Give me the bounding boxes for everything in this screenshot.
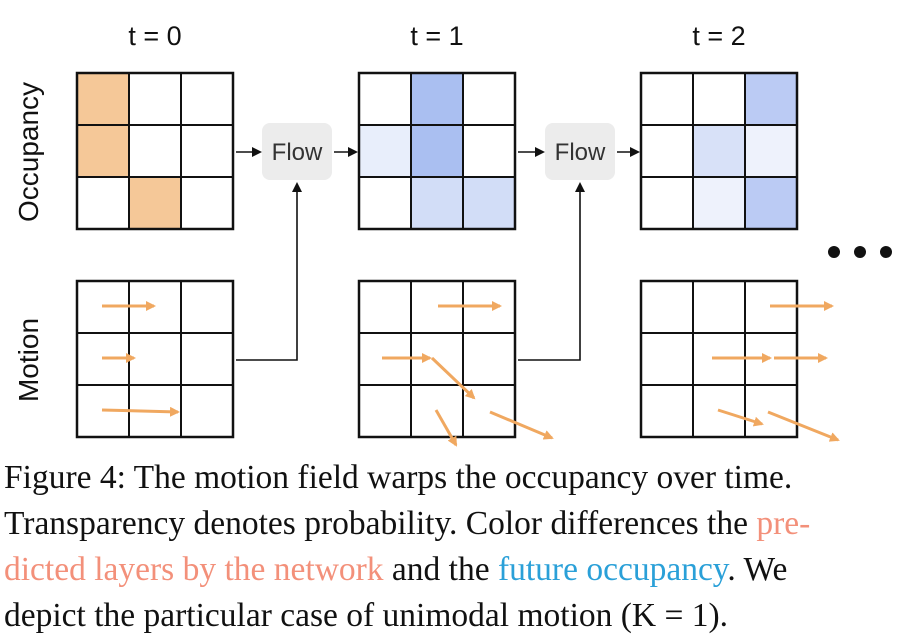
- caption-text: and the: [383, 551, 498, 588]
- occupancy-grid-t2: [639, 71, 799, 231]
- grid-cell: [180, 72, 234, 126]
- caption-text: . We: [727, 551, 788, 588]
- motion-arrows-t1: [382, 301, 554, 447]
- occupancy-grid-t1: [357, 71, 517, 231]
- flow-label-1: Flow: [272, 139, 323, 166]
- grid-cell: [180, 176, 234, 230]
- grid-cell: [410, 176, 464, 230]
- grid-cell: [180, 280, 234, 334]
- caption-predicted-text: dicted layers by the network: [4, 551, 384, 588]
- arrow-motion0-to-flow1: [236, 182, 302, 361]
- ellipsis-dots: [828, 246, 892, 258]
- grid-cell: [692, 176, 746, 230]
- grid-border: [75, 279, 235, 439]
- grid-cell: [640, 72, 694, 126]
- grid-cell: [128, 176, 182, 230]
- grid-cell: [358, 72, 412, 126]
- grid-cell: [180, 332, 234, 386]
- connector-arrows: [236, 147, 640, 361]
- grid-cell: [744, 124, 798, 178]
- motion-arrows-t2: [712, 301, 840, 442]
- grid-cell: [692, 72, 746, 126]
- grid-cell: [358, 280, 412, 334]
- grid-cell: [462, 72, 516, 126]
- grid-cell: [462, 332, 516, 386]
- grid-border: [75, 71, 235, 231]
- grid-cell: [640, 176, 694, 230]
- caption-line-3: dicted layers by the network and the fut…: [4, 547, 904, 593]
- motion-arrow: [717, 408, 764, 427]
- row-label-occupancy: Occupancy: [13, 82, 44, 222]
- time-label-1: t = 1: [410, 21, 463, 51]
- motion-arrow: [430, 356, 476, 400]
- arrow-motion1-to-flow2: [518, 182, 585, 361]
- grid-cell: [640, 124, 694, 178]
- flow-label-2: Flow: [555, 139, 606, 166]
- grid-cell: [76, 124, 130, 178]
- motion-arrow: [489, 410, 554, 440]
- grid-cell: [744, 176, 798, 230]
- caption-future-text: future occupancy: [497, 551, 728, 588]
- motion-occupancy-diagram: t = 0 t = 1 t = 2 Occupancy Motion Flow …: [13, 21, 892, 447]
- grid-cell: [358, 176, 412, 230]
- grid-cell: [180, 124, 234, 178]
- grid-cell: [128, 72, 182, 126]
- row-label-motion: Motion: [13, 318, 44, 402]
- grid-cell: [128, 124, 182, 178]
- grid-cell: [462, 176, 516, 230]
- flow-box-2: Flow: [545, 123, 615, 180]
- caption-predicted-text: pre-: [756, 505, 811, 542]
- grid-border: [639, 71, 799, 231]
- motion-arrow: [434, 409, 458, 447]
- grid-cell: [640, 332, 694, 386]
- grid-cell: [410, 124, 464, 178]
- grid-cell: [76, 72, 130, 126]
- grid-cell: [180, 384, 234, 438]
- grid-cell: [744, 384, 798, 438]
- grid-cell: [692, 124, 746, 178]
- time-label-2: t = 2: [692, 21, 745, 51]
- grid-cell: [640, 384, 694, 438]
- grid-cell: [692, 280, 746, 334]
- occupancy-grid-t0: [75, 71, 235, 231]
- grid-border: [357, 71, 517, 231]
- time-label-0: t = 0: [128, 21, 181, 51]
- motion-arrows-t0: [101, 301, 180, 417]
- grid-cell: [744, 72, 798, 126]
- grid-cell: [462, 384, 516, 438]
- motion-arrow: [767, 410, 840, 442]
- grid-cell: [410, 72, 464, 126]
- caption-line-2: Transparency denotes probability. Color …: [4, 501, 904, 547]
- grid-cell: [462, 124, 516, 178]
- grid-cell: [76, 176, 130, 230]
- grid-border: [357, 279, 517, 439]
- grid-cell: [358, 384, 412, 438]
- flow-box-1: Flow: [262, 123, 332, 180]
- motion-arrow: [101, 406, 180, 417]
- caption-text: Transparency denotes probability. Color …: [4, 505, 757, 542]
- grid-cell: [128, 332, 182, 386]
- grid-cell: [640, 280, 694, 334]
- caption-line-4: depict the particular case of unimodal m…: [4, 597, 729, 634]
- figure-caption: Figure 4: The motion field warps the occ…: [4, 455, 904, 639]
- motion-grid-t0: [75, 279, 235, 439]
- caption-line-1: Figure 4: The motion field warps the occ…: [4, 459, 793, 496]
- grid-cell: [358, 124, 412, 178]
